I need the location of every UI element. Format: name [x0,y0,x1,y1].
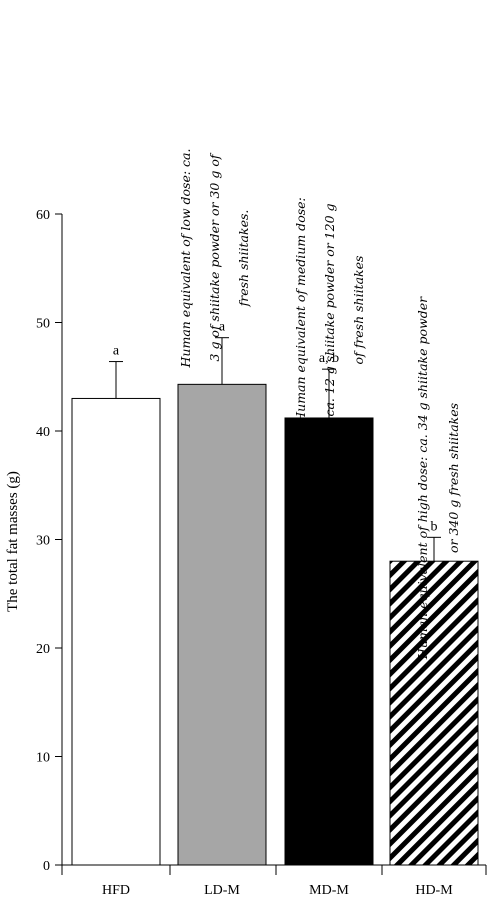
labels: a HFD a LD-M a, b MD-M b HD-M [102,320,453,898]
significance-label: a [219,320,226,335]
significance-label: a [113,344,120,359]
bars [71,337,479,866]
annotation-line: 3 g of shiitake powder or 30 g of [207,152,222,361]
annotation-line: ca. 12 g shiitake powder or 120 g [322,203,337,416]
category-label: HD-M [415,883,453,898]
axes: 0 10 20 30 40 50 60 The total fat masses (g) [5,208,487,875]
y-tick-label: 30 [36,534,50,549]
y-axis-label: The total fat masses (g) [5,471,21,612]
annotation-line: fresh shiitakes. [236,210,251,308]
y-tick-label: 40 [36,425,50,440]
annotations: Human equivalent of low dose: ca. 3 g of … [178,149,461,661]
y-tick-label: 10 [36,751,50,766]
y-tick-label: 60 [36,208,50,223]
annotation-line: of fresh shiitakes [351,256,366,365]
y-tick-label: 0 [43,859,50,874]
significance-label: b [431,519,438,534]
y-tick-label: 50 [36,317,50,332]
annotation-line: Human equivalent of high dose: ca. 34 g … [415,296,430,660]
annotation-line: Human equivalent of low dose: ca. [178,149,193,369]
bar-md-m [284,417,374,866]
bar-hd-m [389,560,479,866]
category-label: HFD [102,883,130,898]
category-label: LD-M [204,883,240,898]
bar-ld-m [177,383,267,866]
annotation-line: Human equivalent of medium dose: [293,197,308,424]
annotation-line: or 340 g fresh shiitakes [446,403,461,553]
significance-label: a, b [319,351,339,366]
category-label: MD-M [309,883,349,898]
y-tick-label: 20 [36,642,50,657]
bar-hfd [71,397,161,866]
